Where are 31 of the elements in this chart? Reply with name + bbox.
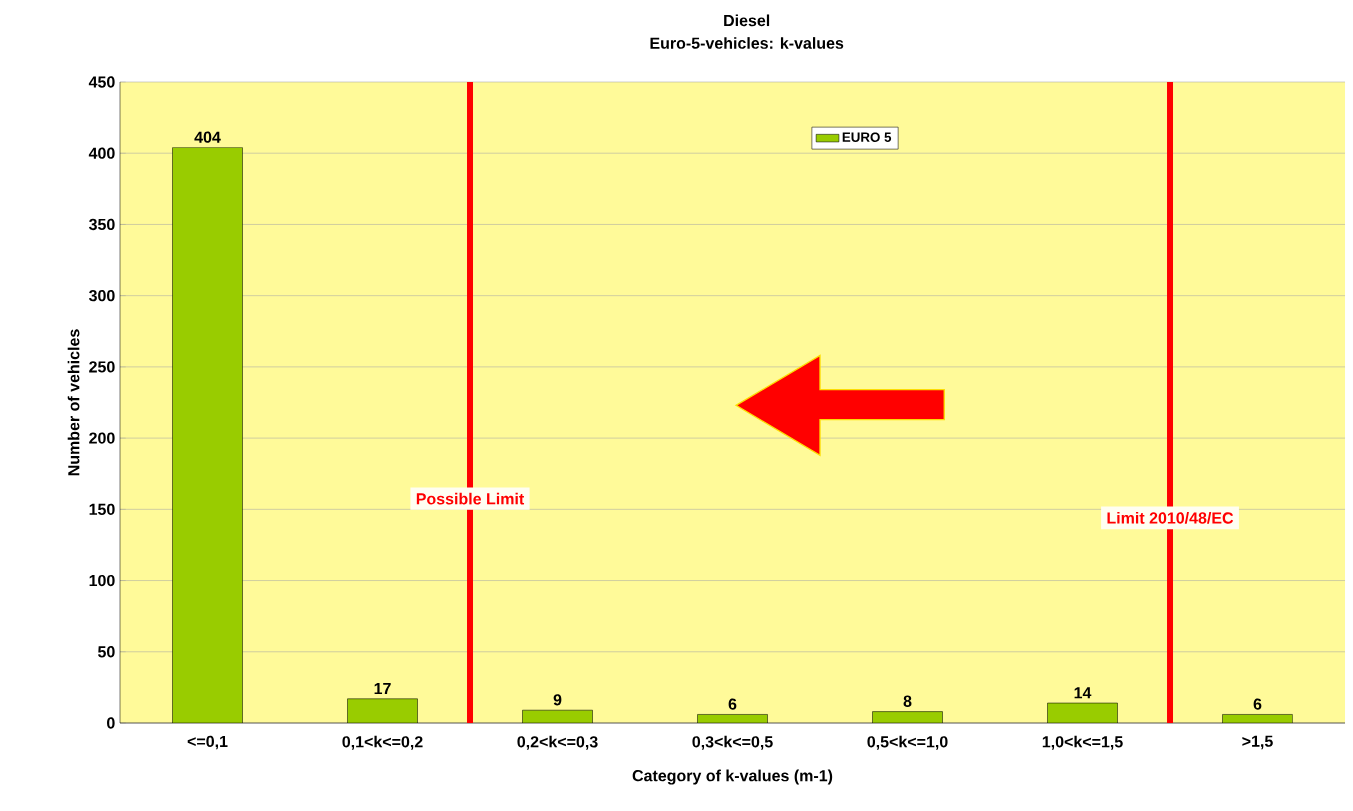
data-label: 6: [1253, 698, 1262, 710]
x-tick-label: >1,5: [1242, 735, 1273, 750]
y-tick-label: 350: [88, 218, 115, 231]
y-tick-label: 50: [98, 646, 115, 658]
annotation: Limit 2010/48/EC: [1107, 511, 1234, 524]
annotation: Possible Limit: [416, 492, 525, 505]
x-tick-label: 0,3<k<=0,5: [692, 735, 773, 750]
chart-subtitle: Euro-5-vehicles: k-values: [650, 37, 844, 49]
y-tick-label: 0: [107, 717, 115, 729]
data-label: 8: [903, 695, 912, 707]
y-tick-label: 250: [89, 361, 115, 373]
x-tick-label: 0,1<k<=0,2: [342, 735, 423, 750]
y-axis-title: Number of vehicles: [67, 329, 80, 476]
x-axis-title: Category of k-values (m-1): [632, 769, 833, 785]
data-label: 14: [1074, 687, 1092, 699]
x-tick-label: 0,5<k<=1,0: [867, 735, 948, 750]
data-label: 6: [728, 698, 737, 710]
x-tick-label: 1,0<k<=1,5: [1042, 735, 1123, 750]
y-tick-label: 450: [88, 76, 115, 88]
legend-label: EURO 5: [842, 132, 892, 142]
data-label: 9: [553, 694, 562, 706]
y-tick-label: 200: [89, 432, 115, 444]
y-tick-label: 400: [88, 147, 115, 159]
y-tick-label: 100: [89, 574, 115, 587]
y-tick-label: 150: [89, 503, 115, 515]
data-label: 404: [194, 131, 221, 143]
y-tick-label: 300: [88, 289, 115, 302]
x-tick-label: <=0,1: [187, 735, 228, 750]
chart-title: Diesel: [724, 14, 770, 27]
x-tick-label: 0,2<k<=0,3: [517, 735, 598, 750]
data-label: 17: [374, 683, 391, 695]
